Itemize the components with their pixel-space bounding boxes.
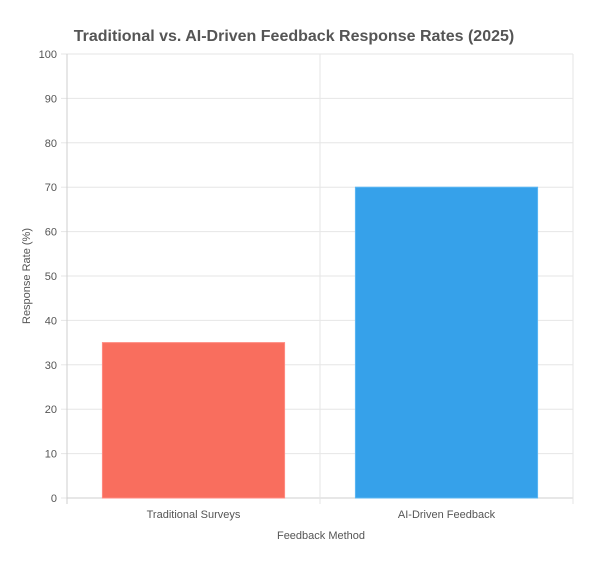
x-tick-label: AI-Driven Feedback bbox=[398, 509, 496, 521]
chart-title: Traditional vs. AI-Driven Feedback Respo… bbox=[74, 28, 514, 45]
x-tick-label: Traditional Surveys bbox=[147, 509, 241, 521]
y-tick-label: 100 bbox=[39, 49, 57, 61]
x-axis-ticks: Traditional Surveys AI-Driven Feedback bbox=[147, 509, 496, 521]
x-axis-label: Feedback Method bbox=[277, 530, 365, 542]
y-tick-label: 20 bbox=[45, 404, 57, 416]
bar-ai-driven-feedback[interactable] bbox=[354, 186, 539, 499]
y-tick-label: 50 bbox=[45, 271, 57, 283]
bar-traditional-surveys[interactable] bbox=[101, 342, 286, 499]
bars bbox=[101, 186, 539, 499]
y-tick-label: 80 bbox=[45, 138, 57, 150]
y-tick-label: 60 bbox=[45, 227, 57, 239]
y-tick-label: 90 bbox=[45, 93, 57, 105]
y-axis-label: Response Rate (%) bbox=[21, 228, 33, 324]
y-tick-label: 10 bbox=[45, 449, 57, 461]
y-tick-label: 30 bbox=[45, 360, 57, 372]
y-tick-label: 70 bbox=[45, 182, 57, 194]
y-axis-ticks: 0 10 20 30 40 50 60 70 80 90 100 bbox=[39, 49, 57, 505]
y-tick-label: 40 bbox=[45, 315, 57, 327]
y-tick-label: 0 bbox=[51, 493, 57, 505]
